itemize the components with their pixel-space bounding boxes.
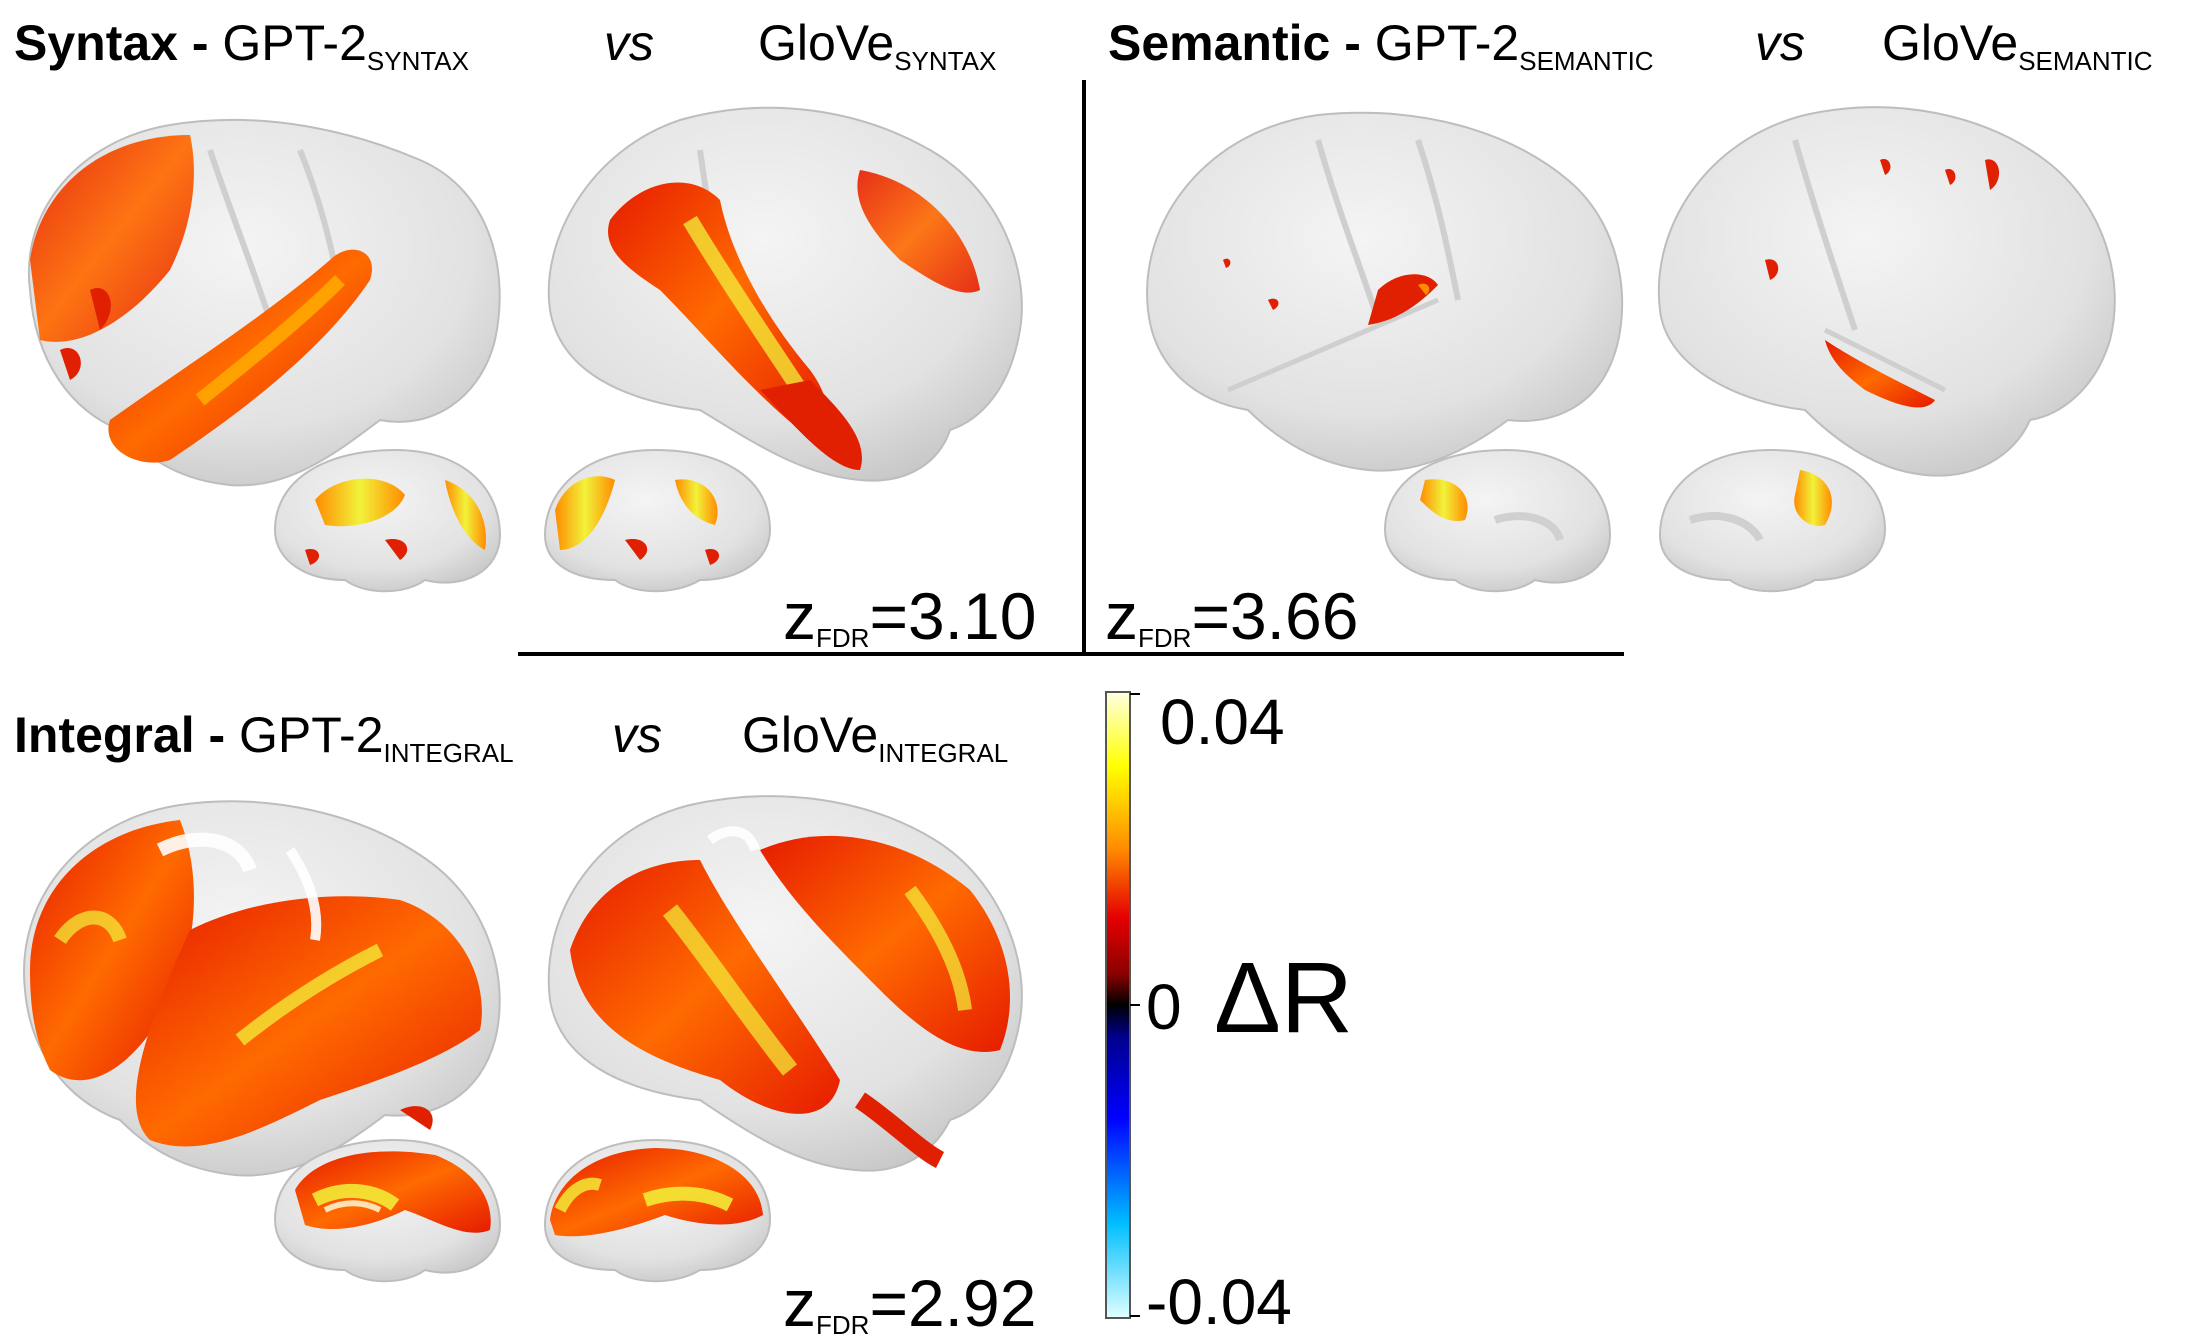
semantic-model-b: GloVe	[1882, 15, 2019, 71]
semantic-title: Semantic - GPT-2SEMANTIC	[1108, 18, 1654, 74]
syntax-model-b-sub: SYNTAX	[894, 46, 997, 76]
integral-model-a-sub: INTEGRAL	[383, 738, 514, 768]
syntax-left-lateral-brain	[27, 118, 501, 487]
integral-model-b: GloVe	[742, 707, 879, 763]
semantic-model-a-sub: SEMANTIC	[1519, 46, 1654, 76]
colorbar-zero-label: 0	[1146, 971, 1182, 1043]
integral-right-medial-brain	[543, 1138, 772, 1283]
semantic-zfdr-label: zFDR=3.66	[1105, 583, 1358, 651]
colorbar-min-label: -0.04	[1146, 1266, 1292, 1338]
integral-title: Integral - GPT-2INTEGRAL	[14, 710, 514, 766]
syntax-model-b: GloVe	[758, 15, 895, 71]
syntax-right-lateral-brain	[547, 106, 1023, 482]
semantic-left-medial-brain	[1383, 448, 1612, 593]
semantic-title-bold: Semantic -	[1108, 15, 1375, 71]
syntax-z-main: z	[783, 579, 816, 653]
horizontal-divider	[518, 652, 1624, 656]
integral-right-lateral-brain	[547, 795, 1023, 1172]
integral-z-main: z	[783, 1266, 816, 1340]
syntax-left-medial-brain	[273, 448, 502, 593]
semantic-vs: vs	[1755, 15, 1805, 71]
semantic-left-lateral-brain	[1146, 111, 1624, 472]
syntax-title-glove: GloVeSYNTAX	[758, 18, 996, 74]
integral-title-glove: GloVeINTEGRAL	[742, 710, 1008, 766]
semantic-z-sub: FDR	[1138, 623, 1192, 653]
syntax-zfdr-label: zFDR=3.10	[783, 583, 1036, 651]
colorbar-max-label: 0.04	[1160, 686, 1285, 758]
syntax-model-a-sub: SYNTAX	[366, 46, 469, 76]
integral-model-a: GPT-2	[239, 707, 384, 763]
syntax-title-bold: Syntax -	[14, 15, 223, 71]
syntax-vs: vs	[604, 15, 654, 71]
syntax-model-a: GPT-2	[222, 15, 367, 71]
integral-vs: vs	[612, 707, 662, 763]
integral-zfdr-label: zFDR=2.92	[783, 1270, 1036, 1338]
syntax-z-value: =3.10	[869, 579, 1037, 653]
syntax-z-sub: FDR	[816, 623, 870, 653]
integral-model-b-sub: INTEGRAL	[878, 738, 1009, 768]
semantic-right-lateral-brain	[1657, 106, 2116, 477]
syntax-right-medial-brain	[543, 448, 772, 593]
integral-left-lateral-brain	[23, 800, 501, 1177]
colorbar-quantity-label: ΔR	[1214, 942, 1354, 1054]
semantic-model-b-sub: SEMANTIC	[2018, 46, 2153, 76]
vertical-divider	[1082, 80, 1086, 655]
integral-title-bold: Integral -	[14, 707, 240, 763]
semantic-z-main: z	[1105, 579, 1138, 653]
semantic-right-medial-brain	[1658, 448, 1887, 593]
colorbar	[1105, 691, 1140, 1319]
integral-z-sub: FDR	[816, 1310, 870, 1340]
integral-z-value: =2.92	[869, 1266, 1037, 1340]
integral-left-medial-brain	[273, 1138, 502, 1283]
semantic-z-value: =3.66	[1191, 579, 1359, 653]
syntax-title: Syntax - GPT-2SYNTAX	[14, 18, 469, 74]
semantic-title-glove: GloVeSEMANTIC	[1882, 18, 2153, 74]
semantic-model-a: GPT-2	[1374, 15, 1520, 71]
